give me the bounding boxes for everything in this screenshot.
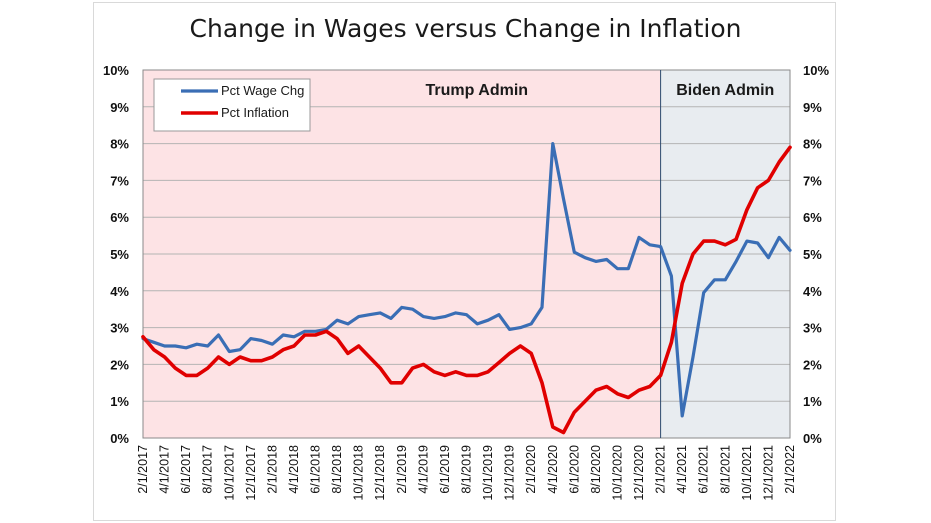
x-tick-label: 6/1/2020 <box>567 445 581 494</box>
chart-title: Change in Wages versus Change in Inflati… <box>189 14 742 43</box>
series-line-inflation <box>141 145 792 435</box>
x-tick-label: 12/1/2020 <box>632 445 646 501</box>
y-tick-label-right: 1% <box>803 394 822 409</box>
x-tick-label: 12/1/2019 <box>503 445 517 501</box>
x-tick-label: 12/1/2021 <box>761 445 775 501</box>
x-tick-label: 2/1/2018 <box>265 445 279 494</box>
x-tick-label: 2/1/2021 <box>654 445 668 494</box>
y-tick-label-right: 9% <box>803 100 822 115</box>
y-tick-label-left: 8% <box>110 137 129 152</box>
y-tick-label-left: 10% <box>103 63 129 78</box>
y-tick-label-right: 3% <box>803 321 822 336</box>
y-tick-label-left: 0% <box>110 431 129 446</box>
x-tick-label: 4/1/2019 <box>416 445 430 494</box>
x-tick-label: 2/1/2020 <box>524 445 538 494</box>
x-tick-label: 6/1/2021 <box>697 445 711 494</box>
x-tick-label: 12/1/2017 <box>244 445 258 501</box>
x-tick-label: 2/1/2019 <box>395 445 409 494</box>
y-tick-label-right: 5% <box>803 247 822 262</box>
y-tick-label-right: 0% <box>803 431 822 446</box>
x-tick-label: 6/1/2018 <box>309 445 323 494</box>
y-tick-label-right: 4% <box>803 284 822 299</box>
series-line-wage <box>141 142 792 418</box>
y-tick-label-right: 10% <box>803 63 829 78</box>
y-tick-label-left: 9% <box>110 100 129 115</box>
x-tick-label: 8/1/2018 <box>330 445 344 494</box>
x-tick-label: 8/1/2017 <box>201 445 215 494</box>
x-tick-label: 10/1/2017 <box>222 445 236 501</box>
x-tick-label: 4/1/2021 <box>675 445 689 494</box>
legend-box <box>153 78 311 132</box>
y-tick-label-right: 7% <box>803 173 822 188</box>
region-label-biden: Biden Admin <box>676 82 774 99</box>
y-tick-label-left: 5% <box>110 247 129 262</box>
y-tick-label-right: 2% <box>803 357 822 372</box>
legend-label: Pct Inflation <box>221 105 289 120</box>
y-tick-label-right: 8% <box>803 137 822 152</box>
y-tick-label-left: 6% <box>110 210 129 225</box>
y-tick-label-left: 7% <box>110 173 129 188</box>
region-label-trump: Trump Admin <box>426 82 529 99</box>
y-tick-label-left: 4% <box>110 284 129 299</box>
x-tick-label: 10/1/2020 <box>610 445 624 501</box>
y-tick-label-left: 3% <box>110 321 129 336</box>
x-tick-label: 8/1/2021 <box>718 445 732 494</box>
x-tick-label: 6/1/2017 <box>179 445 193 494</box>
x-tick-label: 10/1/2018 <box>352 445 366 501</box>
x-tick-label: 8/1/2019 <box>460 445 474 494</box>
x-tick-label: 4/1/2020 <box>546 445 560 494</box>
plot-border <box>142 69 791 439</box>
x-tick-label: 2/1/2022 <box>783 445 797 494</box>
x-tick-label: 10/1/2021 <box>740 445 754 501</box>
x-tick-label: 2/1/2017 <box>136 445 150 494</box>
y-tick-label-right: 6% <box>803 210 822 225</box>
x-tick-label: 4/1/2018 <box>287 445 301 494</box>
x-tick-label: 6/1/2019 <box>438 445 452 494</box>
y-tick-label-left: 1% <box>110 394 129 409</box>
x-tick-label: 12/1/2018 <box>373 445 387 501</box>
legend-label: Pct Wage Chg <box>221 83 304 98</box>
x-tick-label: 4/1/2017 <box>158 445 172 494</box>
y-tick-label-left: 2% <box>110 357 129 372</box>
x-tick-label: 8/1/2020 <box>589 445 603 494</box>
x-tick-label: 10/1/2019 <box>481 445 495 501</box>
